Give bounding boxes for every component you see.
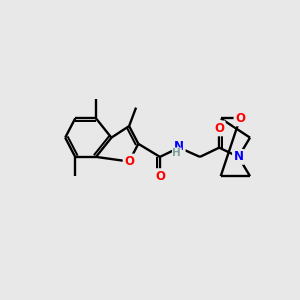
Text: H: H <box>172 148 181 158</box>
Text: O: O <box>124 155 134 168</box>
Text: N: N <box>174 140 184 153</box>
Text: O: O <box>214 122 224 135</box>
Text: O: O <box>235 112 245 125</box>
Text: O: O <box>155 169 165 183</box>
Text: N: N <box>233 150 244 164</box>
